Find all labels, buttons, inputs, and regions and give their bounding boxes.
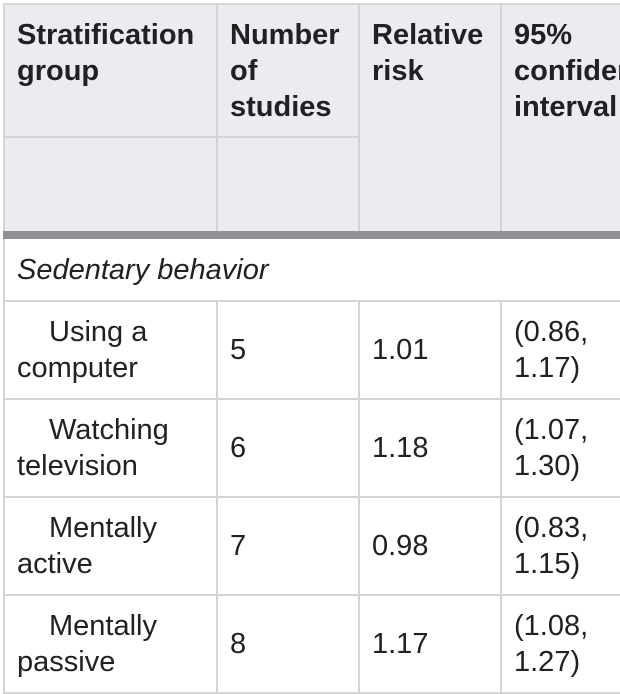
number-of-studies-value: 5: [216, 300, 360, 400]
row-label-text: Mentally active: [17, 512, 157, 580]
confidence-interval-value: (0.83, 1.15): [500, 496, 620, 596]
table-row: Using a computer 5 1.01 (0.86, 1.17): [3, 300, 620, 400]
table-row: Watching television 6 1.18 (1.07, 1.30): [3, 398, 620, 498]
confidence-interval-value: (0.86, 1.17): [500, 300, 620, 400]
row-label-text: Mentally passive: [17, 610, 157, 678]
row-label-text: Using a computer: [17, 316, 148, 384]
row-label: Watching television: [3, 398, 218, 498]
table-row: Mentally active 7 0.98 (0.83, 1.15): [3, 496, 620, 596]
relative-risk-value: 1.01: [358, 300, 502, 400]
number-of-studies-value: 6: [216, 398, 360, 498]
header-relative-risk[interactable]: Relative risk: [358, 3, 502, 239]
header-number-of-studies[interactable]: Number of studies: [216, 3, 360, 138]
confidence-interval-value: (1.08, 1.27): [500, 594, 620, 694]
relative-risk-value: 1.17: [358, 594, 502, 694]
relative-risk-value: 1.18: [358, 398, 502, 498]
row-label: Mentally passive: [3, 594, 218, 694]
header-confidence-interval[interactable]: 95% confidence interval: [500, 3, 620, 239]
confidence-interval-value: (1.07, 1.30): [500, 398, 620, 498]
relative-risk-value: 0.98: [358, 496, 502, 596]
table-row: Mentally passive 8 1.17 (1.08, 1.27): [3, 594, 620, 694]
table-container[interactable]: Stratification group Number of studies R…: [3, 3, 620, 694]
header-blank-cell: [216, 136, 360, 239]
number-of-studies-value: 8: [216, 594, 360, 694]
row-label: Mentally active: [3, 496, 218, 596]
header-blank-cell: [3, 136, 218, 239]
group-row-sedentary-behavior: Sedentary behavior: [3, 234, 620, 302]
row-label: Using a computer: [3, 300, 218, 400]
stratification-table: Stratification group Number of studies R…: [3, 3, 620, 694]
row-label-text: Watching television: [17, 414, 169, 482]
number-of-studies-value: 7: [216, 496, 360, 596]
header-stratification-group[interactable]: Stratification group: [3, 3, 218, 138]
